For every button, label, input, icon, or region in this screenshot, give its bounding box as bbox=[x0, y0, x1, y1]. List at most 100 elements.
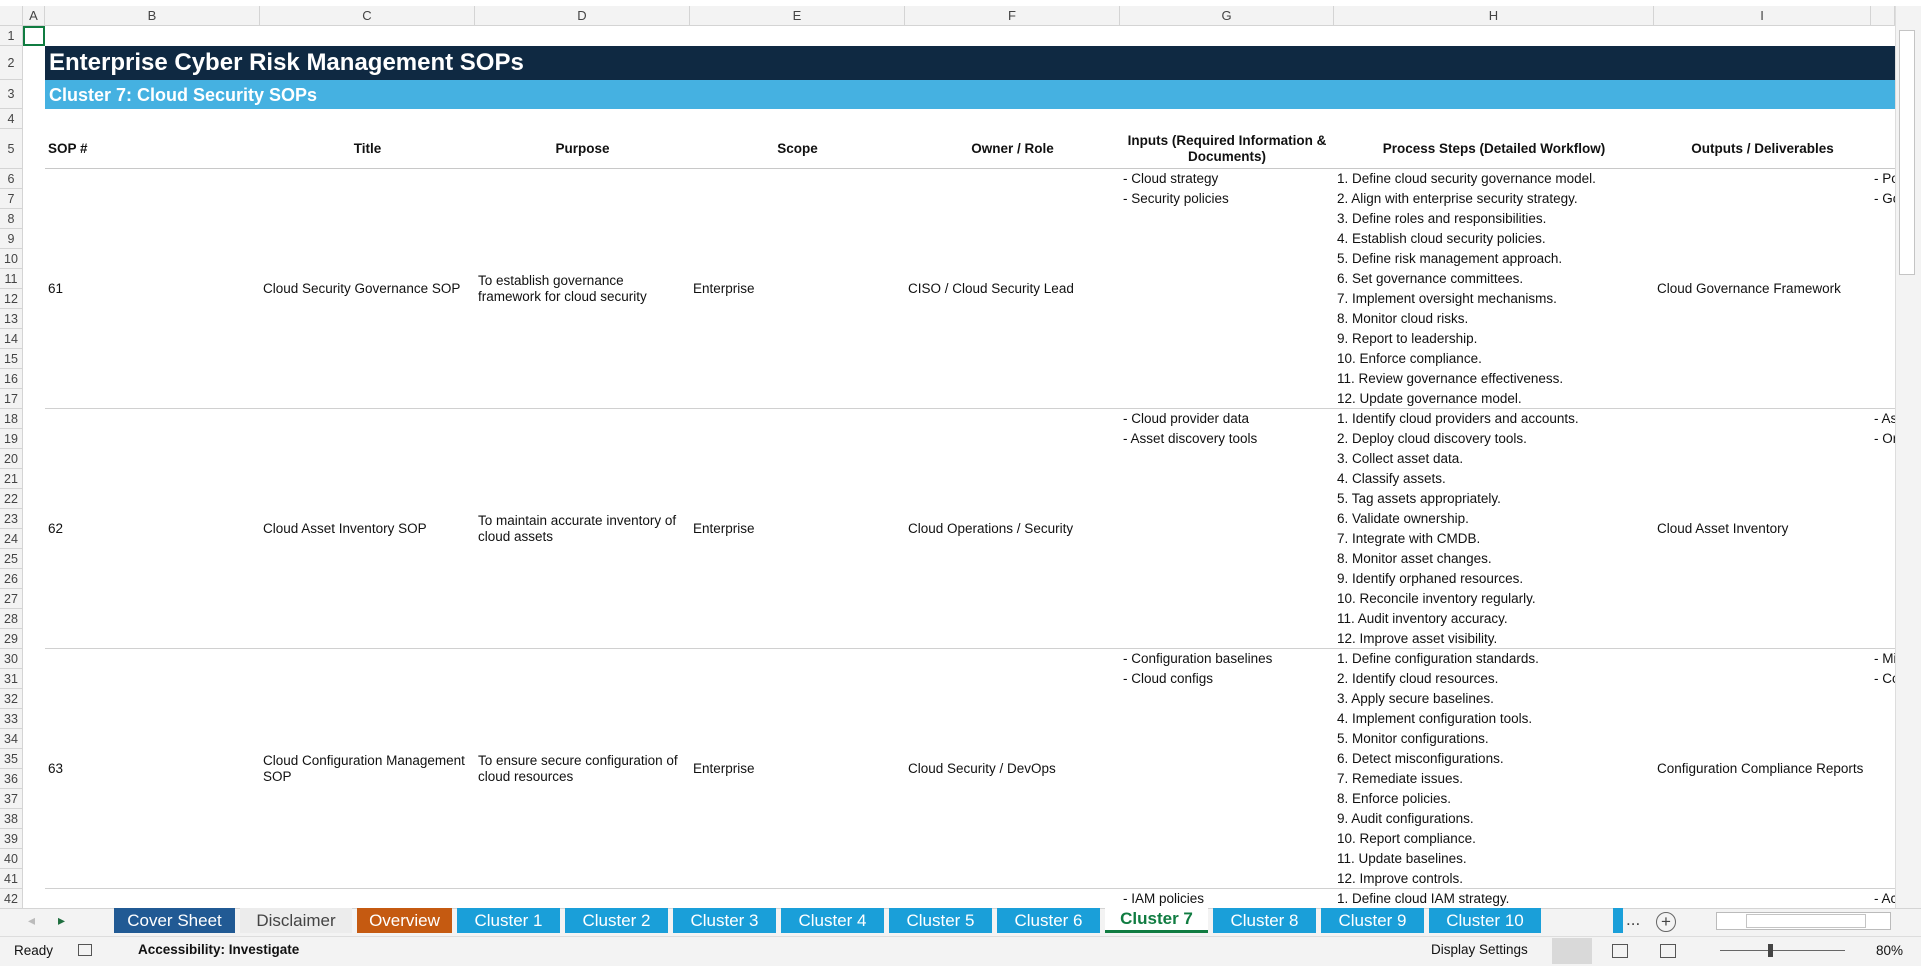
process-step: 10. Enforce compliance. bbox=[1337, 351, 1482, 366]
row-header: 5 bbox=[0, 129, 23, 169]
column-header: C bbox=[260, 6, 475, 26]
row-header: 1 bbox=[0, 26, 23, 46]
zoom-thumb[interactable] bbox=[1768, 944, 1773, 957]
row-header: 7 bbox=[0, 189, 23, 209]
row-header: 17 bbox=[0, 389, 23, 409]
process-step: 12. Update governance model. bbox=[1337, 391, 1522, 406]
h-thumb[interactable] bbox=[1746, 914, 1866, 928]
process-step: 4. Establish cloud security policies. bbox=[1337, 231, 1546, 246]
sheet-tab[interactable]: Disclaimer bbox=[240, 908, 352, 933]
process-step: 5. Tag assets appropriately. bbox=[1337, 491, 1501, 506]
zoom-level[interactable]: 80% bbox=[1876, 943, 1904, 958]
cell-owner: Cloud Operations / Security bbox=[908, 521, 1074, 536]
process-step: 10. Reconcile inventory regularly. bbox=[1337, 591, 1536, 606]
table-header: Scope bbox=[777, 141, 818, 156]
truncated-cell: - Go bbox=[1874, 191, 1895, 206]
process-step: 10. Report compliance. bbox=[1337, 831, 1476, 846]
corner bbox=[0, 6, 23, 26]
cell-purpose: To establish governance framework for cl… bbox=[478, 273, 647, 304]
sheet-tab[interactable]: Cluster 4 bbox=[781, 908, 884, 933]
cell-outputs: Cloud Asset Inventory bbox=[1657, 521, 1789, 536]
row-header: 26 bbox=[0, 569, 23, 589]
column-header: B bbox=[45, 6, 260, 26]
sheet-tab[interactable]: Cluster 2 bbox=[565, 908, 668, 933]
cell-scope: Enterprise bbox=[693, 521, 755, 536]
table-header: Owner / Role bbox=[971, 141, 1054, 156]
process-step: 2. Identify cloud resources. bbox=[1337, 671, 1499, 686]
zoom-slider[interactable] bbox=[1720, 950, 1845, 951]
status-ready: Ready bbox=[14, 943, 54, 958]
row-header: 10 bbox=[0, 249, 23, 269]
row-header: 31 bbox=[0, 669, 23, 689]
process-step: 5. Monitor configurations. bbox=[1337, 731, 1489, 746]
status-bar bbox=[0, 936, 1921, 966]
process-step: 6. Detect misconfigurations. bbox=[1337, 751, 1504, 766]
sheet-tab[interactable]: Overview bbox=[357, 908, 452, 933]
row-header: 20 bbox=[0, 449, 23, 469]
row-header: 18 bbox=[0, 409, 23, 429]
column-header: I bbox=[1654, 6, 1871, 26]
row-header: 39 bbox=[0, 829, 23, 849]
sheet-tab-partial[interactable] bbox=[1613, 908, 1623, 933]
process-step: 8. Monitor asset changes. bbox=[1337, 551, 1492, 566]
column-header: E bbox=[690, 6, 905, 26]
sheet-tab[interactable]: Cluster 10 bbox=[1429, 908, 1541, 933]
process-step: 3. Collect asset data. bbox=[1337, 451, 1464, 466]
process-step: 7. Remediate issues. bbox=[1337, 771, 1464, 786]
row-header: 4 bbox=[0, 109, 23, 129]
process-step: 8. Monitor cloud risks. bbox=[1337, 311, 1469, 326]
input-item: - Cloud configs bbox=[1123, 671, 1214, 686]
tab-nav-prev[interactable]: ◂ bbox=[28, 912, 36, 928]
scroll-thumb[interactable] bbox=[1899, 30, 1915, 275]
process-step: 9. Audit configurations. bbox=[1337, 811, 1474, 826]
cell-sop: 63 bbox=[48, 761, 64, 776]
sheet-tab[interactable]: Cluster 1 bbox=[457, 908, 560, 933]
sheet-tab[interactable]: Cluster 6 bbox=[997, 908, 1100, 933]
cell-title: Cloud Asset Inventory SOP bbox=[263, 521, 427, 536]
sheet-tab[interactable]: Cover Sheet bbox=[114, 908, 235, 933]
process-step: 8. Enforce policies. bbox=[1337, 791, 1452, 806]
macro-icon[interactable] bbox=[78, 944, 92, 956]
row-header: 35 bbox=[0, 749, 23, 769]
sheet-tab[interactable]: Cluster 5 bbox=[889, 908, 992, 933]
column-header: F bbox=[905, 6, 1120, 26]
process-step: 9. Identify orphaned resources. bbox=[1337, 571, 1524, 586]
row-header: 37 bbox=[0, 789, 23, 809]
view-layout[interactable] bbox=[1612, 944, 1628, 958]
process-step: 2. Deploy cloud discovery tools. bbox=[1337, 431, 1527, 446]
row-header: 40 bbox=[0, 849, 23, 869]
display-settings[interactable]: Display Settings bbox=[1431, 942, 1528, 957]
tab-nav-next[interactable]: ▸ bbox=[58, 912, 66, 928]
process-step: 9. Report to leadership. bbox=[1337, 331, 1478, 346]
process-step: 1. Define cloud IAM strategy. bbox=[1337, 891, 1510, 906]
sheet-tab[interactable]: Cluster 3 bbox=[673, 908, 776, 933]
row-header: 28 bbox=[0, 609, 23, 629]
column-header bbox=[1871, 6, 1895, 26]
row-header: 34 bbox=[0, 729, 23, 749]
view-normal[interactable] bbox=[1552, 938, 1592, 964]
sheet-tab[interactable]: Cluster 8 bbox=[1213, 908, 1316, 933]
row-separator bbox=[45, 648, 1895, 649]
sheet-tab[interactable]: Cluster 9 bbox=[1321, 908, 1424, 933]
process-step: 12. Improve asset visibility. bbox=[1337, 631, 1498, 646]
cell-outputs: Configuration Compliance Reports bbox=[1657, 761, 1864, 776]
accessibility[interactable]: Accessibility: Investigate bbox=[138, 942, 300, 957]
sheet-tab[interactable]: Cluster 7 bbox=[1105, 908, 1208, 933]
process-step: 1. Define cloud security governance mode… bbox=[1337, 171, 1596, 186]
row-header: 16 bbox=[0, 369, 23, 389]
cell-title: Cloud Security Governance SOP bbox=[263, 281, 461, 296]
row-separator bbox=[45, 888, 1895, 889]
truncated-cell: - Mi bbox=[1874, 651, 1895, 666]
add-sheet[interactable]: + bbox=[1656, 912, 1676, 932]
row-header: 36 bbox=[0, 769, 23, 789]
cell-purpose: To maintain accurate inventory of cloud … bbox=[478, 513, 677, 544]
row-header: 21 bbox=[0, 469, 23, 489]
process-step: 3. Define roles and responsibilities. bbox=[1337, 211, 1547, 226]
input-item: - Security policies bbox=[1123, 191, 1229, 206]
process-step: 11. Audit inventory accuracy. bbox=[1337, 611, 1508, 626]
row-header: 25 bbox=[0, 549, 23, 569]
view-break[interactable] bbox=[1660, 944, 1676, 958]
more-tabs[interactable]: ... bbox=[1626, 910, 1641, 929]
